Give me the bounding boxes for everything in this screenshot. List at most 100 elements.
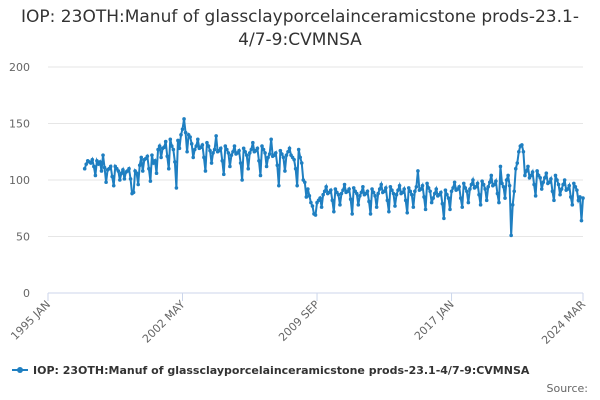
- data-point: [425, 181, 429, 186]
- data-point: [385, 198, 390, 203]
- data-point: [520, 143, 524, 147]
- data-point: [246, 166, 251, 171]
- data-point: [266, 155, 270, 160]
- data-point: [517, 149, 521, 154]
- data-point: [391, 191, 396, 196]
- data-point: [229, 153, 234, 157]
- data-point: [214, 134, 218, 138]
- y-tick-label: 150: [9, 118, 30, 131]
- data-point: [356, 203, 361, 207]
- data-point: [137, 163, 142, 168]
- data-point: [140, 169, 145, 173]
- data-point: [483, 187, 487, 191]
- data-point: [286, 149, 290, 154]
- data-point: [553, 173, 558, 178]
- data-point: [226, 151, 231, 155]
- data-point: [171, 147, 176, 152]
- data-point: [163, 139, 168, 144]
- data-point: [442, 216, 446, 221]
- data-point: [101, 153, 105, 157]
- data-point: [341, 188, 345, 192]
- source-label: Source:: [547, 382, 589, 395]
- x-tick-label: 1995 JAN: [8, 298, 53, 343]
- data-point: [191, 155, 196, 160]
- data-point: [526, 164, 530, 169]
- data-point: [570, 203, 575, 207]
- data-point: [273, 151, 278, 155]
- data-point: [257, 158, 261, 163]
- data-point: [180, 127, 185, 131]
- data-point: [477, 192, 481, 197]
- data-point: [568, 195, 573, 199]
- data-point: [118, 178, 122, 182]
- data-point: [200, 143, 205, 147]
- x-tick-label: 2024 MAR: [539, 298, 588, 347]
- data-point: [461, 181, 466, 186]
- data-point: [82, 166, 87, 171]
- data-point: [350, 212, 354, 216]
- data-point: [354, 191, 359, 196]
- data-point: [244, 153, 249, 157]
- data-point: [495, 191, 500, 196]
- data-point: [263, 151, 267, 155]
- data-point: [529, 173, 533, 178]
- data-point: [223, 144, 228, 148]
- data-point: [205, 140, 209, 145]
- data-point: [111, 183, 116, 188]
- data-point: [185, 149, 189, 154]
- data-point: [330, 198, 335, 203]
- data-point: [92, 164, 96, 169]
- data-point: [413, 189, 417, 194]
- data-point: [530, 170, 535, 174]
- data-point: [573, 184, 578, 189]
- data-point: [241, 146, 246, 151]
- data-point: [189, 142, 194, 146]
- data-point: [174, 186, 179, 190]
- data-point: [533, 194, 538, 198]
- data-point: [532, 182, 536, 187]
- data-point: [220, 158, 225, 163]
- data-point: [547, 180, 552, 185]
- data-point: [218, 146, 223, 151]
- data-point: [176, 138, 180, 143]
- data-point: [221, 172, 226, 177]
- data-point: [237, 148, 241, 153]
- data-point: [267, 152, 272, 156]
- data-point: [95, 158, 99, 163]
- data-point: [104, 180, 108, 185]
- data-point: [429, 200, 434, 205]
- data-point: [410, 192, 414, 197]
- data-point: [278, 148, 283, 153]
- data-point: [458, 196, 463, 200]
- data-point: [212, 147, 217, 152]
- data-point: [122, 177, 127, 181]
- data-point: [347, 187, 351, 191]
- data-point: [451, 186, 455, 190]
- data-point: [321, 192, 325, 197]
- data-point: [365, 189, 370, 194]
- data-point: [150, 153, 154, 157]
- data-point: [449, 189, 454, 194]
- data-point: [196, 137, 200, 142]
- data-point: [524, 169, 529, 173]
- data-point: [277, 183, 281, 188]
- data-point: [579, 218, 584, 223]
- data-point: [510, 203, 515, 207]
- data-point: [280, 152, 284, 156]
- data-point: [400, 190, 405, 195]
- x-tick-label: 2009 SEP: [276, 298, 322, 344]
- data-point: [261, 147, 266, 152]
- data-point: [411, 205, 416, 209]
- data-point: [299, 161, 304, 165]
- data-point: [293, 166, 298, 171]
- y-tick-label: 0: [23, 287, 30, 300]
- data-point: [192, 147, 197, 152]
- data-point: [503, 196, 507, 200]
- data-point: [419, 187, 423, 191]
- data-point: [251, 140, 255, 145]
- data-point: [358, 194, 362, 198]
- data-point: [494, 179, 498, 183]
- data-point: [559, 187, 564, 191]
- data-point: [119, 171, 124, 176]
